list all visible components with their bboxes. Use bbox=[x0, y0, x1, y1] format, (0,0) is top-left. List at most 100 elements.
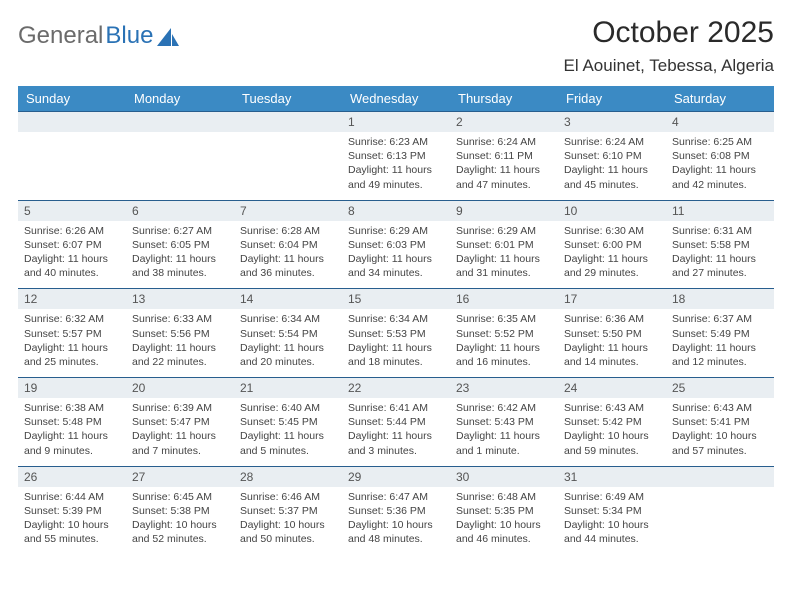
brand-part2: Blue bbox=[105, 22, 153, 50]
day-details: Sunrise: 6:49 AMSunset: 5:34 PMDaylight:… bbox=[558, 487, 666, 555]
calendar-day-cell: 3Sunrise: 6:24 AMSunset: 6:10 PMDaylight… bbox=[558, 112, 666, 201]
calendar-day-cell: 15Sunrise: 6:34 AMSunset: 5:53 PMDayligh… bbox=[342, 289, 450, 378]
day-details: Sunrise: 6:32 AMSunset: 5:57 PMDaylight:… bbox=[18, 309, 126, 377]
calendar-day-cell: 11Sunrise: 6:31 AMSunset: 5:58 PMDayligh… bbox=[666, 200, 774, 289]
calendar-day-cell: 18Sunrise: 6:37 AMSunset: 5:49 PMDayligh… bbox=[666, 289, 774, 378]
calendar-day-cell: 19Sunrise: 6:38 AMSunset: 5:48 PMDayligh… bbox=[18, 378, 126, 467]
sail-icon bbox=[157, 28, 179, 46]
calendar-week-row: 5Sunrise: 6:26 AMSunset: 6:07 PMDaylight… bbox=[18, 200, 774, 289]
calendar-day-cell: 12Sunrise: 6:32 AMSunset: 5:57 PMDayligh… bbox=[18, 289, 126, 378]
day-details: Sunrise: 6:42 AMSunset: 5:43 PMDaylight:… bbox=[450, 398, 558, 466]
day-details: Sunrise: 6:41 AMSunset: 5:44 PMDaylight:… bbox=[342, 398, 450, 466]
calendar-day-cell: 6Sunrise: 6:27 AMSunset: 6:05 PMDaylight… bbox=[126, 200, 234, 289]
day-number: 16 bbox=[450, 289, 558, 309]
day-details bbox=[18, 132, 126, 186]
calendar-week-row: ...1Sunrise: 6:23 AMSunset: 6:13 PMDayli… bbox=[18, 112, 774, 201]
day-number: . bbox=[126, 112, 234, 132]
day-details: Sunrise: 6:45 AMSunset: 5:38 PMDaylight:… bbox=[126, 487, 234, 555]
calendar-empty-cell: . bbox=[18, 112, 126, 201]
weekday-header: Friday bbox=[558, 86, 666, 112]
calendar-day-cell: 25Sunrise: 6:43 AMSunset: 5:41 PMDayligh… bbox=[666, 378, 774, 467]
day-number: . bbox=[666, 467, 774, 487]
calendar-day-cell: 8Sunrise: 6:29 AMSunset: 6:03 PMDaylight… bbox=[342, 200, 450, 289]
day-number: . bbox=[18, 112, 126, 132]
day-details: Sunrise: 6:34 AMSunset: 5:53 PMDaylight:… bbox=[342, 309, 450, 377]
calendar-empty-cell: . bbox=[234, 112, 342, 201]
calendar-day-cell: 10Sunrise: 6:30 AMSunset: 6:00 PMDayligh… bbox=[558, 200, 666, 289]
day-details bbox=[234, 132, 342, 186]
day-details: Sunrise: 6:38 AMSunset: 5:48 PMDaylight:… bbox=[18, 398, 126, 466]
calendar-day-cell: 21Sunrise: 6:40 AMSunset: 5:45 PMDayligh… bbox=[234, 378, 342, 467]
day-number: 22 bbox=[342, 378, 450, 398]
calendar-day-cell: 27Sunrise: 6:45 AMSunset: 5:38 PMDayligh… bbox=[126, 466, 234, 554]
brand-logo: GeneralBlue bbox=[18, 22, 179, 50]
month-title: October 2025 bbox=[564, 16, 774, 50]
calendar-day-cell: 31Sunrise: 6:49 AMSunset: 5:34 PMDayligh… bbox=[558, 466, 666, 554]
day-details: Sunrise: 6:28 AMSunset: 6:04 PMDaylight:… bbox=[234, 221, 342, 289]
day-details: Sunrise: 6:30 AMSunset: 6:00 PMDaylight:… bbox=[558, 221, 666, 289]
day-details: Sunrise: 6:29 AMSunset: 6:01 PMDaylight:… bbox=[450, 221, 558, 289]
weekday-header: Wednesday bbox=[342, 86, 450, 112]
day-details: Sunrise: 6:44 AMSunset: 5:39 PMDaylight:… bbox=[18, 487, 126, 555]
calendar-day-cell: 30Sunrise: 6:48 AMSunset: 5:35 PMDayligh… bbox=[450, 466, 558, 554]
day-details: Sunrise: 6:37 AMSunset: 5:49 PMDaylight:… bbox=[666, 309, 774, 377]
calendar-day-cell: 14Sunrise: 6:34 AMSunset: 5:54 PMDayligh… bbox=[234, 289, 342, 378]
day-details: Sunrise: 6:40 AMSunset: 5:45 PMDaylight:… bbox=[234, 398, 342, 466]
day-details: Sunrise: 6:23 AMSunset: 6:13 PMDaylight:… bbox=[342, 132, 450, 200]
calendar-week-row: 26Sunrise: 6:44 AMSunset: 5:39 PMDayligh… bbox=[18, 466, 774, 554]
calendar-day-cell: 5Sunrise: 6:26 AMSunset: 6:07 PMDaylight… bbox=[18, 200, 126, 289]
calendar-day-cell: 24Sunrise: 6:43 AMSunset: 5:42 PMDayligh… bbox=[558, 378, 666, 467]
day-number: 28 bbox=[234, 467, 342, 487]
day-number: . bbox=[234, 112, 342, 132]
day-number: 5 bbox=[18, 201, 126, 221]
calendar-week-row: 19Sunrise: 6:38 AMSunset: 5:48 PMDayligh… bbox=[18, 378, 774, 467]
day-details: Sunrise: 6:29 AMSunset: 6:03 PMDaylight:… bbox=[342, 221, 450, 289]
day-details: Sunrise: 6:25 AMSunset: 6:08 PMDaylight:… bbox=[666, 132, 774, 200]
calendar-empty-cell: . bbox=[126, 112, 234, 201]
day-details: Sunrise: 6:39 AMSunset: 5:47 PMDaylight:… bbox=[126, 398, 234, 466]
day-number: 14 bbox=[234, 289, 342, 309]
day-number: 6 bbox=[126, 201, 234, 221]
day-number: 12 bbox=[18, 289, 126, 309]
day-number: 19 bbox=[18, 378, 126, 398]
day-details: Sunrise: 6:34 AMSunset: 5:54 PMDaylight:… bbox=[234, 309, 342, 377]
calendar-day-cell: 17Sunrise: 6:36 AMSunset: 5:50 PMDayligh… bbox=[558, 289, 666, 378]
calendar-week-row: 12Sunrise: 6:32 AMSunset: 5:57 PMDayligh… bbox=[18, 289, 774, 378]
day-details: Sunrise: 6:33 AMSunset: 5:56 PMDaylight:… bbox=[126, 309, 234, 377]
day-number: 15 bbox=[342, 289, 450, 309]
day-details: Sunrise: 6:31 AMSunset: 5:58 PMDaylight:… bbox=[666, 221, 774, 289]
day-number: 13 bbox=[126, 289, 234, 309]
day-details: Sunrise: 6:26 AMSunset: 6:07 PMDaylight:… bbox=[18, 221, 126, 289]
day-number: 8 bbox=[342, 201, 450, 221]
day-details: Sunrise: 6:47 AMSunset: 5:36 PMDaylight:… bbox=[342, 487, 450, 555]
day-number: 7 bbox=[234, 201, 342, 221]
weekday-header: Thursday bbox=[450, 86, 558, 112]
day-details: Sunrise: 6:35 AMSunset: 5:52 PMDaylight:… bbox=[450, 309, 558, 377]
day-number: 17 bbox=[558, 289, 666, 309]
calendar-day-cell: 4Sunrise: 6:25 AMSunset: 6:08 PMDaylight… bbox=[666, 112, 774, 201]
day-number: 27 bbox=[126, 467, 234, 487]
weekday-header: Sunday bbox=[18, 86, 126, 112]
day-details: Sunrise: 6:48 AMSunset: 5:35 PMDaylight:… bbox=[450, 487, 558, 555]
day-number: 30 bbox=[450, 467, 558, 487]
calendar-day-cell: 22Sunrise: 6:41 AMSunset: 5:44 PMDayligh… bbox=[342, 378, 450, 467]
calendar-day-cell: 26Sunrise: 6:44 AMSunset: 5:39 PMDayligh… bbox=[18, 466, 126, 554]
day-number: 31 bbox=[558, 467, 666, 487]
day-number: 25 bbox=[666, 378, 774, 398]
day-number: 24 bbox=[558, 378, 666, 398]
weekday-header: Saturday bbox=[666, 86, 774, 112]
day-number: 20 bbox=[126, 378, 234, 398]
day-number: 1 bbox=[342, 112, 450, 132]
calendar-day-cell: 20Sunrise: 6:39 AMSunset: 5:47 PMDayligh… bbox=[126, 378, 234, 467]
day-number: 10 bbox=[558, 201, 666, 221]
weekday-header: Monday bbox=[126, 86, 234, 112]
day-details: Sunrise: 6:43 AMSunset: 5:41 PMDaylight:… bbox=[666, 398, 774, 466]
calendar-day-cell: 16Sunrise: 6:35 AMSunset: 5:52 PMDayligh… bbox=[450, 289, 558, 378]
day-number: 23 bbox=[450, 378, 558, 398]
calendar-day-cell: 13Sunrise: 6:33 AMSunset: 5:56 PMDayligh… bbox=[126, 289, 234, 378]
day-details: Sunrise: 6:43 AMSunset: 5:42 PMDaylight:… bbox=[558, 398, 666, 466]
day-details: Sunrise: 6:24 AMSunset: 6:11 PMDaylight:… bbox=[450, 132, 558, 200]
day-details: Sunrise: 6:24 AMSunset: 6:10 PMDaylight:… bbox=[558, 132, 666, 200]
calendar-day-cell: 2Sunrise: 6:24 AMSunset: 6:11 PMDaylight… bbox=[450, 112, 558, 201]
day-details: Sunrise: 6:36 AMSunset: 5:50 PMDaylight:… bbox=[558, 309, 666, 377]
